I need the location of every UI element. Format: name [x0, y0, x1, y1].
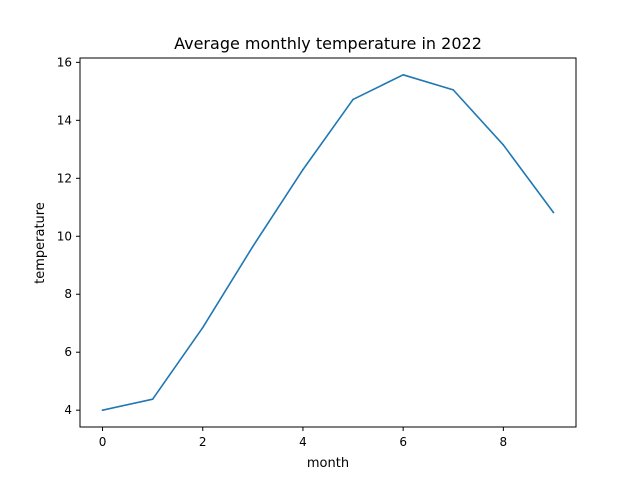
y-axis: 4 6 8 10 12 14 16 [57, 55, 80, 417]
data-point [101, 409, 104, 411]
y-tick-label: 14 [57, 113, 72, 127]
data-point [352, 98, 354, 101]
series-line [101, 74, 555, 411]
data-point [452, 89, 455, 91]
x-tick-label: 0 [99, 435, 107, 449]
chart-title: Average monthly temperature in 2022 [174, 34, 482, 53]
y-tick-label: 16 [57, 55, 72, 69]
x-axis: 0 2 4 6 8 [99, 427, 507, 449]
y-tick-label: 12 [57, 171, 72, 185]
x-tick-label: 8 [500, 435, 508, 449]
plot-area [101, 74, 555, 411]
y-tick-label: 4 [64, 403, 72, 417]
x-tick-label: 2 [199, 435, 207, 449]
y-tick-label: 10 [57, 229, 72, 243]
data-point [502, 144, 505, 146]
x-tick-label: 6 [399, 435, 407, 449]
data-point [201, 326, 204, 329]
y-tick-label: 6 [64, 345, 72, 359]
x-axis-label: month [307, 456, 349, 471]
data-point [151, 398, 154, 400]
y-tick-label: 8 [64, 287, 72, 301]
data-point [402, 74, 404, 76]
x-tick-label: 4 [299, 435, 307, 449]
y-axis-label: temperature [33, 202, 48, 284]
plot-frame [79, 57, 577, 428]
data-point [252, 245, 254, 248]
data-point [552, 211, 555, 214]
data-point [302, 168, 304, 171]
